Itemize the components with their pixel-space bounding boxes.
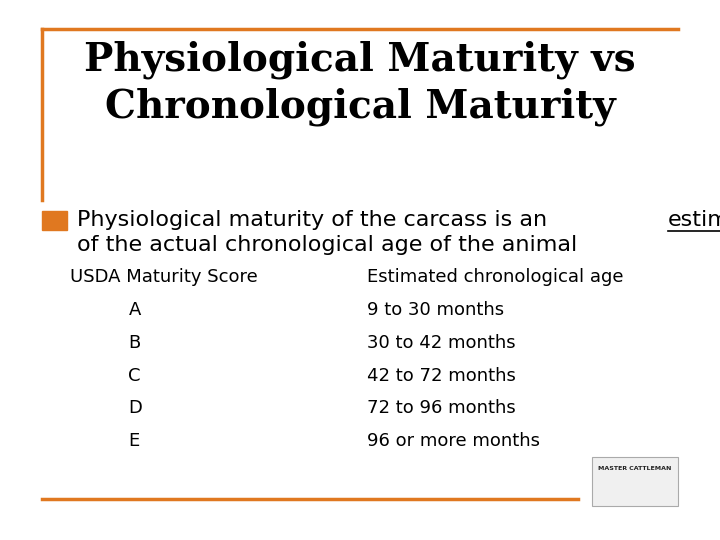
Text: 96 or more months: 96 or more months <box>367 432 540 450</box>
Text: Estimated chronological age: Estimated chronological age <box>367 268 624 286</box>
Text: Physiological maturity of the carcass is an: Physiological maturity of the carcass is… <box>76 210 554 230</box>
Text: of the actual chronological age of the animal: of the actual chronological age of the a… <box>76 235 577 255</box>
Text: USDA Maturity Score: USDA Maturity Score <box>70 268 258 286</box>
Text: C: C <box>128 367 141 385</box>
Text: 9 to 30 months: 9 to 30 months <box>367 301 504 320</box>
Text: 42 to 72 months: 42 to 72 months <box>367 367 516 385</box>
FancyBboxPatch shape <box>592 457 678 506</box>
Text: 72 to 96 months: 72 to 96 months <box>367 400 516 417</box>
Text: B: B <box>128 334 140 352</box>
Text: A: A <box>128 301 141 320</box>
FancyBboxPatch shape <box>42 211 67 230</box>
Text: 30 to 42 months: 30 to 42 months <box>367 334 516 352</box>
Text: Physiological Maturity vs
Chronological Maturity: Physiological Maturity vs Chronological … <box>84 40 636 126</box>
Text: D: D <box>128 400 143 417</box>
Text: estimate: estimate <box>667 210 720 230</box>
Text: MASTER CATTLEMAN: MASTER CATTLEMAN <box>598 465 672 470</box>
Text: E: E <box>128 432 140 450</box>
